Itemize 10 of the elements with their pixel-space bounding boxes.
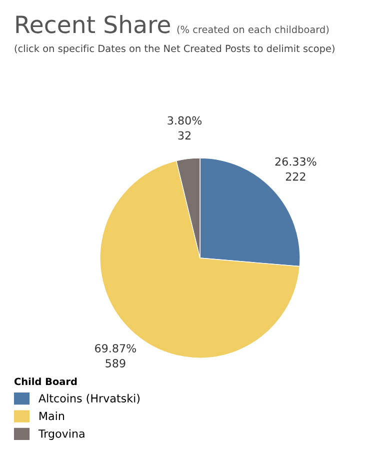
legend-title: Child Board (14, 378, 77, 386)
legend-label: Main (40, 412, 64, 420)
text: (click on specific Dates on the Net Created Posts to delimit scope) (14, 44, 334, 54)
legend-label: Altcoins (Hrvatski) (38, 394, 140, 404)
data-label: 26.33% 222 (275, 157, 316, 181)
data-label: 69.87% 589 (95, 344, 136, 368)
legend-label: Trgovina (38, 429, 84, 440)
chart-subtitle: (% created on each childboard) (177, 26, 329, 34)
chart-title: Recent Share (16, 15, 170, 34)
data-label: 3.80% 32 (168, 116, 202, 140)
